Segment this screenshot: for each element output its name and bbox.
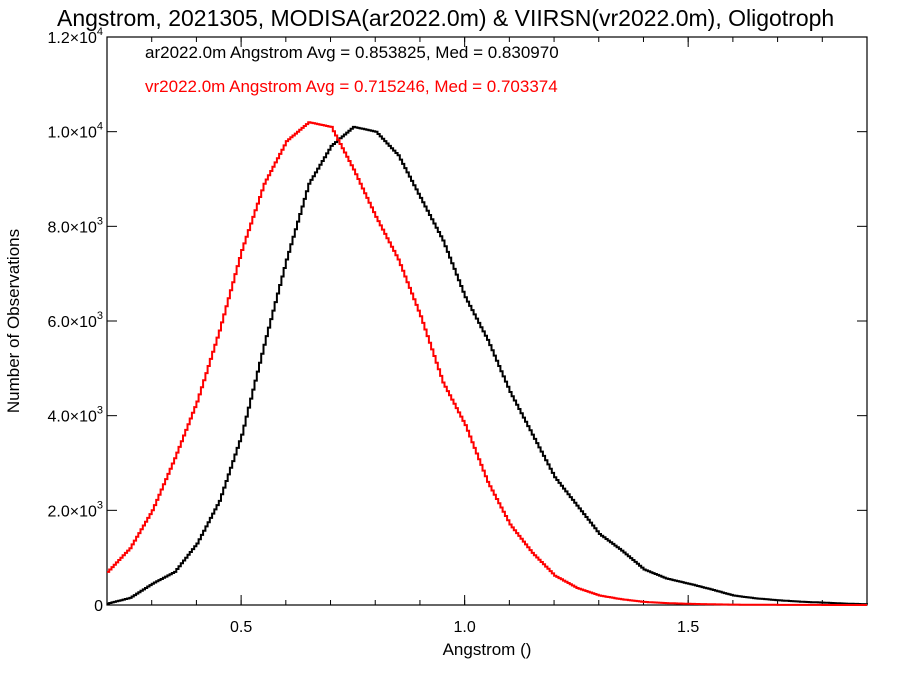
y-tick-label: 1.0×104 (47, 121, 103, 142)
y-tick-label: 8.0×103 (47, 215, 103, 236)
x-tick-label: 0.5 (230, 619, 252, 636)
series-layer (107, 121, 868, 606)
y-tick-label: 4.0×103 (47, 405, 103, 426)
y-tick-label: 6.0×103 (47, 310, 103, 331)
x-axis-label: Angstrom () (443, 640, 532, 659)
y-axis-label: Number of Observations (4, 229, 23, 413)
y-tick-label: 0 (94, 598, 103, 615)
series-line-1 (107, 121, 867, 606)
x-tick-label: 1.5 (677, 619, 699, 636)
y-axis: 0 2.0×103 4.0×103 6.0×103 8.0×103 1.0×104 1.2×… (47, 26, 867, 615)
annotation-ar2022: ar2022.0m Angstrom Avg = 0.853825, Med =… (145, 43, 559, 62)
chart-title: Angstrom, 2021305, MODISA(ar2022.0m) & V… (57, 5, 834, 31)
x-tick-label: 1.0 (454, 619, 476, 636)
plot-frame (106, 36, 868, 606)
y-tick-label: 2.0×103 (47, 499, 103, 520)
annotation-vr2022: vr2022.0m Angstrom Avg = 0.715246, Med =… (145, 77, 558, 96)
series-line-0 (107, 125, 868, 606)
y-tick-label: 1.2×104 (47, 26, 103, 47)
x-axis: 0.5 1.0 1.5 (151, 37, 823, 636)
